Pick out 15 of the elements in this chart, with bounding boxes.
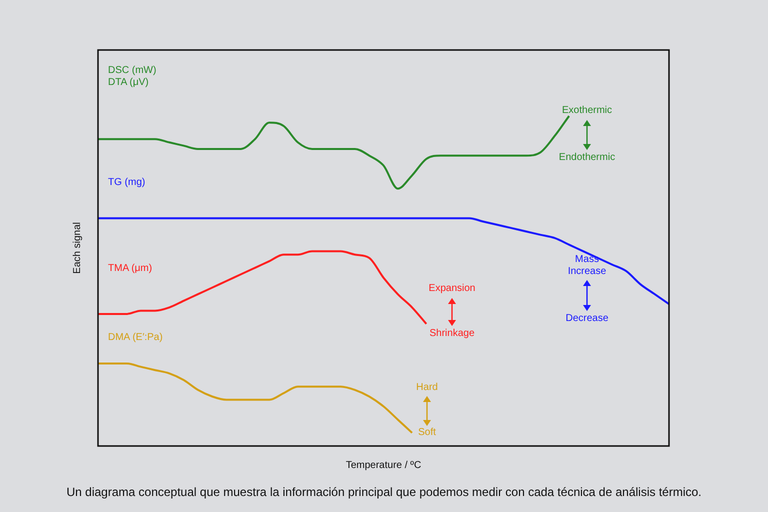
x-axis-title: Temperature / ºC	[346, 460, 422, 472]
annotation: Decrease	[566, 313, 608, 325]
annotation: Soft	[418, 427, 436, 439]
text: TG (mg)	[108, 177, 146, 189]
y-axis-title: Each signal	[72, 222, 84, 274]
text: Un diagrama conceptual que muestra la información principal que podemos medir con cada técnica de análisis térmico.	[66, 485, 702, 499]
annotation: Exothermic	[562, 105, 612, 117]
text: TMA (μm)	[108, 263, 152, 275]
text: DMA (E′:Pa)	[108, 332, 163, 344]
text: DTA (μV)	[108, 77, 149, 89]
text: DSC (mW)	[108, 65, 156, 77]
annotation: Endothermic	[558, 152, 616, 164]
annotation: Expansion	[428, 283, 476, 295]
annotation: Shrinkage	[429, 328, 475, 340]
annotation: Hard	[416, 382, 438, 394]
